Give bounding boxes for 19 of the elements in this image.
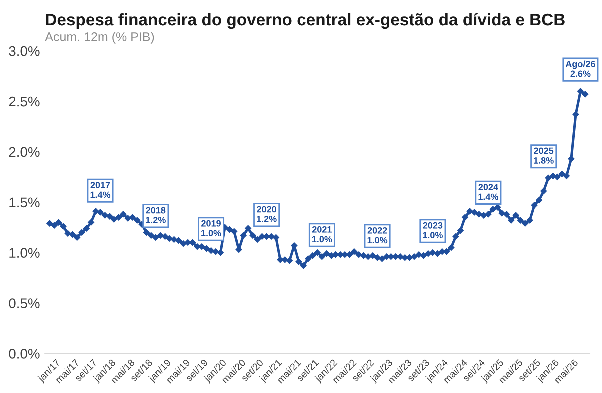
y-tick-label: 1.0% <box>10 248 40 258</box>
annotation: 2022 1.0% <box>368 227 388 244</box>
annotation: Ago/26 2.6% <box>566 60 596 78</box>
annotation: 2017 1.4% <box>90 182 111 198</box>
y-tick-label: 3.0% <box>9 46 40 56</box>
y-tick-label: 2.0% <box>9 147 40 158</box>
annotation: 2024 1.4% <box>478 184 499 200</box>
y-tick-label: 2.5% <box>9 96 40 107</box>
annotation: 2020 1.2% <box>257 206 277 222</box>
annotation: 2018 1.2% <box>146 207 166 224</box>
annotation: 2023 1.0% <box>423 222 443 239</box>
y-tick-label: 1.5% <box>10 198 40 208</box>
annotation: 2025 1.8% <box>534 148 554 164</box>
chart-subtitle: Acum. 12m (% PIB) <box>45 32 154 44</box>
chart-title: Despesa financeira do governo central ex-gestão da dívida e BCB <box>46 13 565 30</box>
annotation: 2019 1.0% <box>202 220 222 237</box>
annotation: 2021 1.0% <box>312 226 332 243</box>
y-tick-label: 0.0% <box>9 349 40 359</box>
y-tick-label: 0.5% <box>9 298 40 308</box>
